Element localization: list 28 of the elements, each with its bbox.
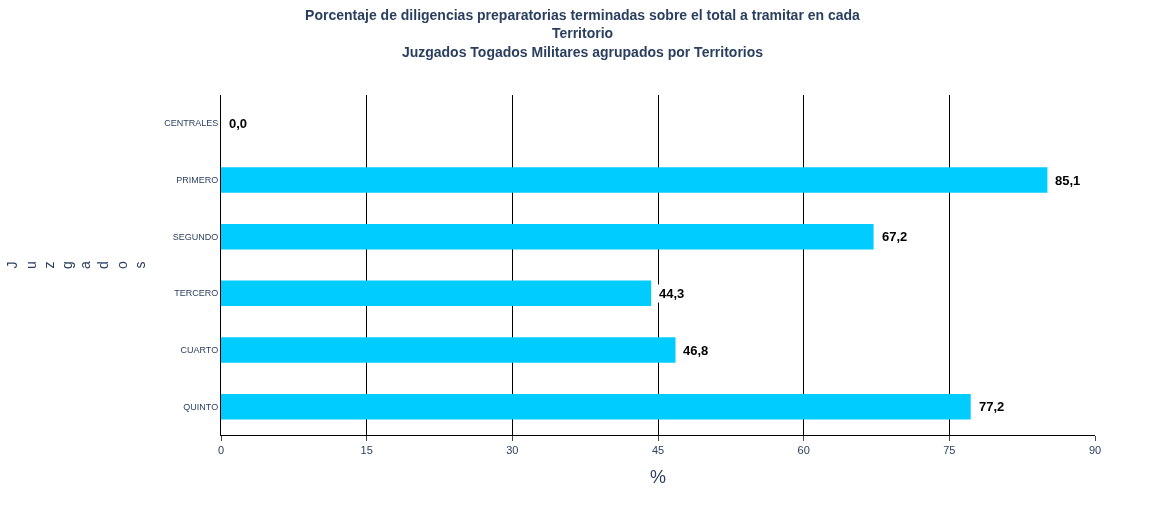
y-tick-label: CENTRALES	[164, 118, 219, 129]
data-label: 44,3	[659, 286, 685, 301]
x-tick-label: 45	[651, 444, 665, 457]
y-tick-label: QUINTO	[183, 401, 219, 412]
y-axis-title: Juzgados	[4, 260, 148, 269]
bar	[221, 280, 652, 307]
bar	[221, 167, 1048, 193]
chart-title: Porcentaje de diligencias preparatorias terminadas sobre el total a tramitar en cada Territorio	[305, 7, 861, 42]
x-tick-label: 30	[506, 444, 519, 457]
y-tick-label: TERCERO	[174, 288, 219, 299]
x-tick-label: 75	[943, 444, 956, 457]
y-tick-label: SEGUNDO	[172, 231, 219, 242]
x-tick-label: 15	[360, 444, 373, 457]
x-axis-title: %	[649, 467, 667, 488]
data-label: 67,2	[882, 229, 908, 244]
data-label: 46,8	[683, 343, 709, 358]
y-tick-label: PRIMERO	[176, 175, 219, 186]
chart-subtitle: Juzgados Togados Militares agrupados por Territorios	[401, 43, 764, 60]
data-label: 77,2	[979, 399, 1005, 414]
bar	[221, 223, 874, 250]
y-tick-label: CUARTO	[180, 345, 219, 356]
x-tick-label: 60	[797, 444, 810, 457]
data-label: 0,0	[229, 116, 248, 131]
bar	[221, 337, 676, 363]
x-tick-label: 90	[1088, 444, 1102, 457]
data-label: 85,1	[1055, 173, 1081, 188]
x-tick-label: 0	[217, 444, 225, 457]
bar	[221, 393, 971, 420]
